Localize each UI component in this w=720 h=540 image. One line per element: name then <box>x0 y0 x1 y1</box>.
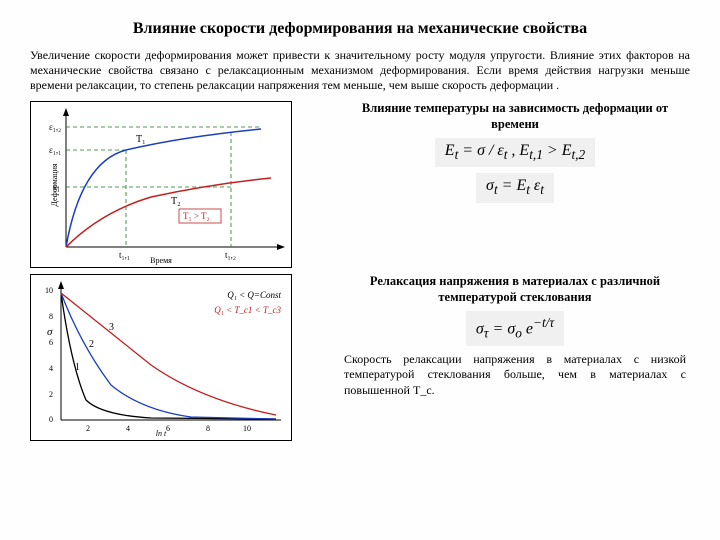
chart2-legend1: Q₁ < Q=Const <box>227 290 281 300</box>
intro-paragraph: Увеличение скорости деформирования может… <box>30 48 690 93</box>
chart-deformation-time: ε₁,₂ ε₁,₁ ε₁ t₁,₁ t₁,₂ T₁ T₂ T₁ > T₂ Деф… <box>30 101 292 268</box>
svg-text:10: 10 <box>243 424 251 433</box>
chart1-xlabel: Время <box>150 256 172 265</box>
section1-heading: Влияние температуры на зависимость дефор… <box>340 101 690 132</box>
page-title: Влияние скорости деформирования на механ… <box>30 20 690 38</box>
section-relaxation: Релаксация напряжения в материалах с раз… <box>340 274 690 441</box>
svg-text:t₁,₂: t₁,₂ <box>225 250 236 260</box>
conclusion-text: Скорость релаксации напряжения в материа… <box>340 352 690 399</box>
svg-text:T₂: T₂ <box>171 196 181 207</box>
svg-text:3: 3 <box>109 322 114 333</box>
svg-text:ε₁,₂: ε₁,₂ <box>49 122 61 132</box>
svg-text:2: 2 <box>49 390 53 399</box>
svg-text:4: 4 <box>126 424 130 433</box>
svg-text:σ: σ <box>47 326 53 338</box>
formula-et: Et = σ / εt , Et,1 > Et,2 <box>435 138 595 167</box>
section2-heading: Релаксация напряжения в материалах с раз… <box>340 274 690 305</box>
svg-text:6: 6 <box>49 338 53 347</box>
svg-text:0: 0 <box>49 415 53 424</box>
section-temperature: Влияние температуры на зависимость дефор… <box>340 101 690 268</box>
svg-text:8: 8 <box>49 312 53 321</box>
svg-text:t₁,₁: t₁,₁ <box>119 250 130 260</box>
svg-text:2: 2 <box>86 424 90 433</box>
svg-text:10: 10 <box>45 286 53 295</box>
content-grid: ε₁,₂ ε₁,₁ ε₁ t₁,₁ t₁,₂ T₁ T₂ T₁ > T₂ Деф… <box>30 101 690 441</box>
svg-text:1: 1 <box>75 362 80 373</box>
svg-text:ε₁,₁: ε₁,₁ <box>49 145 61 155</box>
chart-relaxation: 10 8 6 4 2 0 2 4 6 8 10 3 2 1 σ Q₁ < Q=C… <box>30 274 292 441</box>
svg-text:T₁ > T₂: T₁ > T₂ <box>183 211 210 221</box>
svg-text:4: 4 <box>49 364 53 373</box>
formula-sigma-t: σt = Et εt <box>476 173 554 202</box>
svg-text:8: 8 <box>206 424 210 433</box>
svg-text:T₁: T₁ <box>136 134 146 145</box>
formula-relaxation: στ = σо e−t/τ <box>466 311 564 346</box>
svg-text:2: 2 <box>89 339 94 350</box>
chart2-xlabel: ln t <box>156 429 166 438</box>
chart1-ylabel: Деформация <box>50 163 59 206</box>
svg-text:6: 6 <box>166 424 170 433</box>
chart2-legend2: Q₁ < T_c1 < T_c3 <box>214 305 281 315</box>
